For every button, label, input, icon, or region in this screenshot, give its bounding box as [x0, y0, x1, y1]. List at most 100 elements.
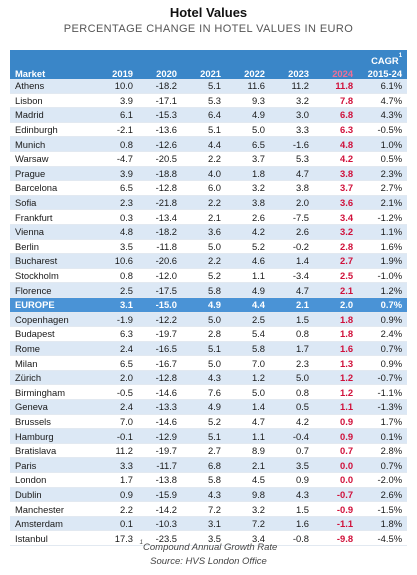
value-cell: 3.2	[270, 93, 314, 109]
value-cell: -21.8	[138, 195, 182, 211]
value-2024-cell: 6.3	[314, 122, 359, 138]
market-cell: Madrid	[10, 107, 94, 123]
value-cell: 11.2	[94, 443, 138, 459]
value-cell: 4.0	[182, 166, 226, 182]
value-cell: -13.8	[138, 472, 182, 488]
value-cell: 5.1	[182, 428, 226, 444]
value-2024-cell: 0.9	[314, 428, 359, 444]
value-cell: 6.4	[182, 107, 226, 123]
value-cell: 3.1	[94, 297, 138, 313]
cagr-cell: 0.1%	[358, 428, 408, 444]
value-2024-cell: 1.1	[314, 399, 359, 415]
value-cell: -4.7	[94, 151, 138, 167]
value-cell: -18.8	[138, 166, 182, 182]
value-cell: 11.2	[270, 79, 314, 94]
value-2024-cell: 3.6	[314, 195, 359, 211]
table-row: Bucharest 10.6 -20.6 2.2 4.6 1.4 2.7 1.9%	[10, 253, 408, 269]
value-cell: -18.2	[138, 79, 182, 94]
market-cell: Istanbul	[10, 530, 94, 546]
table-row: Edinburgh -2.1 -13.6 5.1 5.0 3.3 6.3 -0.5%	[10, 122, 408, 138]
cagr-cell: 1.9%	[358, 253, 408, 269]
value-cell: -10.3	[138, 516, 182, 532]
value-cell: 5.0	[226, 384, 270, 401]
value-2024-cell: 3.7	[314, 180, 359, 196]
table-row: Amsterdam 0.1 -10.3 3.1 7.2 1.6 -1.1 1.8%	[10, 516, 408, 532]
table-row: Lisbon 3.9 -17.1 5.3 9.3 3.2 7.8 4.7%	[10, 93, 408, 109]
market-cell: Stockholm	[10, 268, 94, 284]
header-2024: 2024	[314, 66, 359, 79]
table-row: Warsaw -4.7 -20.5 2.2 3.7 5.3 4.2 0.5%	[10, 151, 408, 167]
value-cell: -7.5	[270, 209, 314, 225]
value-cell: 5.1	[182, 79, 226, 94]
value-cell: 1.6	[270, 516, 314, 532]
header-2020: 2020	[138, 66, 182, 79]
value-2024-cell: 3.2	[314, 224, 359, 240]
value-cell: 0.8	[94, 268, 138, 284]
value-cell: 1.4	[226, 399, 270, 415]
value-2024-cell: 1.3	[314, 355, 359, 371]
market-cell: Berlin	[10, 239, 94, 255]
cagr-cell: 4.3%	[358, 107, 408, 123]
market-cell: Manchester	[10, 501, 94, 517]
cagr-cell: 1.2%	[358, 282, 408, 298]
value-cell: 7.2	[226, 516, 270, 532]
value-cell: 7.2	[182, 501, 226, 517]
value-2024-cell: 2.7	[314, 253, 359, 269]
header-spacer	[10, 50, 359, 66]
value-cell: 1.7	[270, 341, 314, 357]
page-subtitle: PERCENTAGE CHANGE IN HOTEL VALUES IN EUR…	[63, 23, 354, 35]
cagr-cell: -1.1%	[358, 384, 408, 401]
cagr-cell: 4.7%	[358, 93, 408, 109]
value-cell: -17.5	[138, 282, 182, 298]
value-2024-cell: 7.8	[314, 93, 359, 109]
value-cell: 3.4	[226, 530, 270, 546]
value-cell: 3.1	[182, 516, 226, 532]
table-row: Munich 0.8 -12.6 4.4 6.5 -1.6 4.8 1.0%	[10, 136, 408, 152]
value-cell: 0.9	[270, 472, 314, 488]
market-cell: Munich	[10, 136, 94, 152]
value-cell: 1.1	[226, 268, 270, 284]
value-cell: 2.5	[94, 282, 138, 298]
header-market: Market	[10, 66, 94, 79]
market-cell: Vienna	[10, 224, 94, 240]
value-cell: 3.0	[270, 107, 314, 123]
value-2024-cell: 1.2	[314, 370, 359, 386]
value-cell: 4.4	[182, 136, 226, 152]
cagr-cell: -1.5%	[358, 501, 408, 517]
value-cell: 3.3	[270, 122, 314, 138]
value-2024-cell: 1.8	[314, 312, 359, 328]
page-title: Hotel Values	[169, 5, 248, 20]
market-cell: Rome	[10, 341, 94, 357]
value-cell: 6.5	[94, 180, 138, 196]
value-cell: 6.5	[94, 355, 138, 371]
value-cell: 2.1	[226, 457, 270, 474]
table-row: Budapest 6.3 -19.7 2.8 5.4 0.8 1.8 2.4%	[10, 326, 408, 342]
value-cell: 5.0	[270, 370, 314, 386]
market-cell: Sofia	[10, 195, 94, 211]
value-cell: 5.0	[226, 122, 270, 138]
market-cell: Milan	[10, 355, 94, 371]
market-cell: London	[10, 472, 94, 488]
value-cell: -13.4	[138, 209, 182, 225]
value-cell: 0.7	[270, 443, 314, 459]
value-2024-cell: 1.8	[314, 326, 359, 342]
value-cell: 2.6	[226, 209, 270, 225]
source-note: Source: HVS London Office	[150, 556, 267, 567]
table-row: Stockholm 0.8 -12.0 5.2 1.1 -3.4 2.5 -1.0%	[10, 268, 408, 284]
value-cell: 0.1	[94, 516, 138, 532]
table-row: Rome 2.4 -16.5 5.1 5.8 1.7 1.6 0.7%	[10, 341, 408, 357]
value-cell: -19.7	[138, 443, 182, 459]
value-cell: -2.1	[94, 122, 138, 138]
value-cell: -0.5	[94, 384, 138, 401]
table-row: Brussels 7.0 -14.6 5.2 4.7 4.2 0.9 1.7%	[10, 414, 408, 430]
value-2024-cell: 0.7	[314, 443, 359, 459]
value-cell: -0.2	[270, 239, 314, 255]
value-cell: -15.3	[138, 107, 182, 123]
header-2023: 2023	[270, 66, 314, 79]
cagr-cell: 2.7%	[358, 180, 408, 196]
market-cell: Geneva	[10, 399, 94, 415]
value-cell: 4.7	[270, 282, 314, 298]
cagr-cell: 2.4%	[358, 326, 408, 342]
value-cell: -13.3	[138, 399, 182, 415]
